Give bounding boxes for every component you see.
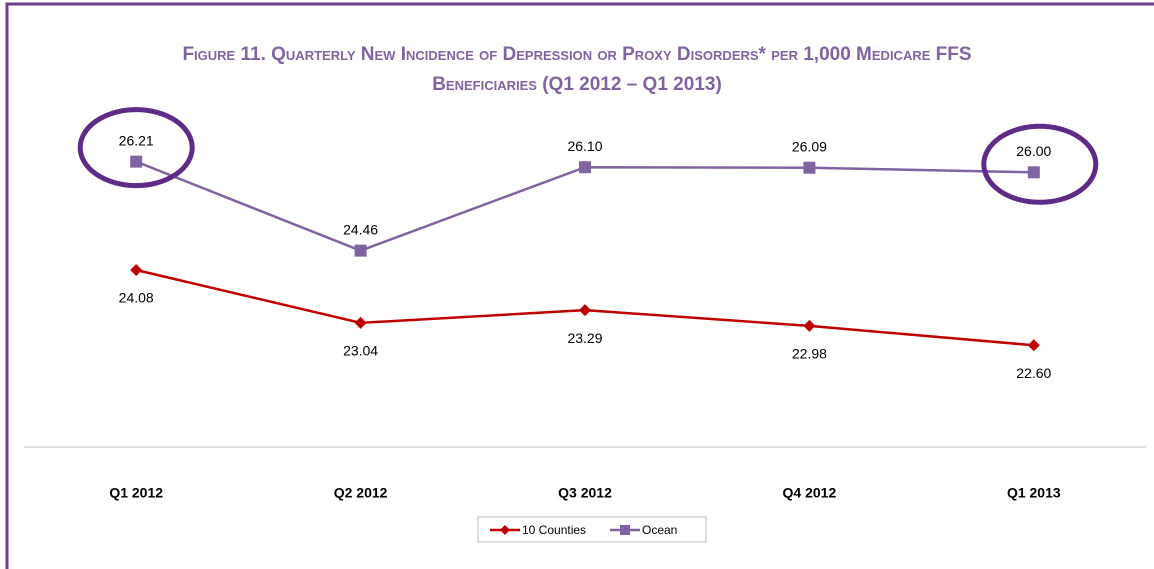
legend-label: 10 Counties (522, 523, 586, 537)
point-marker (130, 155, 143, 168)
x-tick-label: Q3 2012 (558, 485, 612, 501)
x-tick-label: Q2 2012 (334, 485, 388, 501)
data-label: 22.60 (1016, 365, 1051, 381)
frame-border (5, 2, 1154, 569)
point-marker (354, 316, 367, 329)
highlight-circle (981, 123, 1099, 205)
data-label: 23.29 (567, 330, 602, 346)
point-marker (130, 263, 143, 276)
point-marker (354, 244, 367, 257)
point-marker (579, 304, 591, 317)
point-marker (803, 319, 816, 332)
x-tick-label: Q4 2012 (783, 485, 837, 501)
data-label: 24.46 (343, 221, 378, 237)
point-marker (1027, 166, 1040, 179)
series-line (135, 160, 1034, 252)
point-marker (579, 161, 591, 174)
data-label: 26.21 (119, 132, 154, 148)
legend-marker (500, 525, 510, 535)
data-label: 23.04 (343, 343, 378, 359)
point-marker (803, 161, 816, 174)
chart-title: Figure 11. Quarterly New Incidence of De… (182, 44, 972, 95)
point-marker (1027, 339, 1040, 352)
highlight-circle (77, 107, 195, 189)
data-label: 26.10 (567, 138, 602, 154)
legend-marker (620, 525, 630, 535)
data-label: 24.08 (119, 290, 154, 306)
data-label: 26.09 (792, 138, 827, 154)
x-tick-label: Q1 2012 (109, 485, 163, 501)
data-label: 22.98 (792, 346, 827, 362)
data-label: 26.00 (1016, 143, 1051, 159)
legend-label: Ocean (642, 523, 677, 537)
x-tick-label: Q1 2013 (1007, 485, 1061, 501)
